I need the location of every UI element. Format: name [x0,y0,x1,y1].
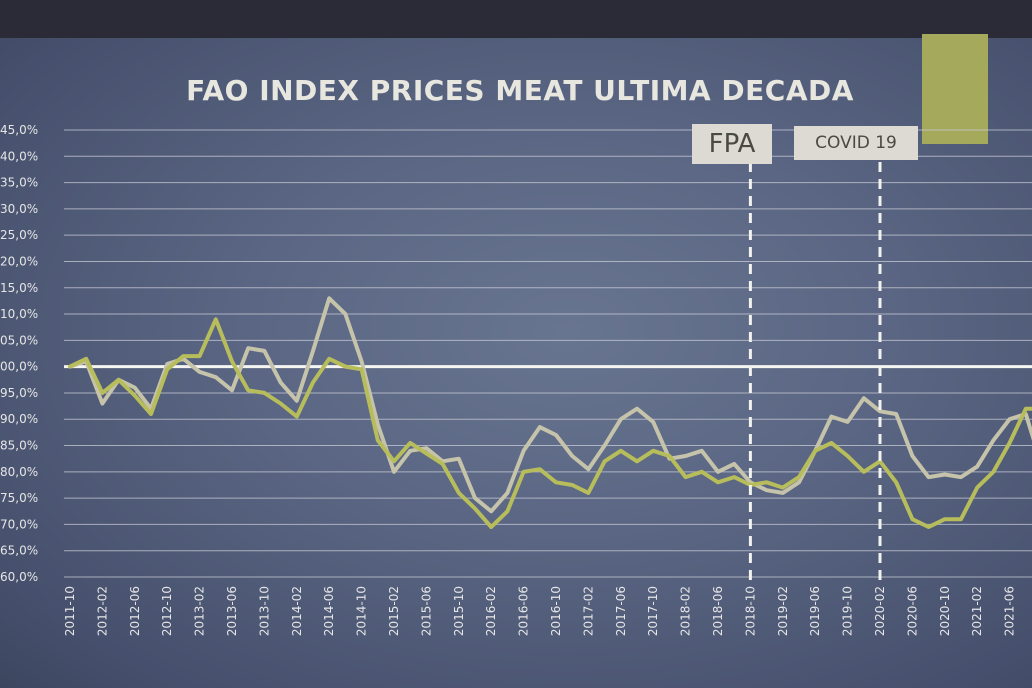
annotation-lines [748,162,882,580]
x-tick-label: 2015-02 [387,586,401,636]
x-tick-label: 2015-10 [452,586,466,636]
x-tick-label: 2021-02 [970,586,984,636]
series-line-2 [68,317,1032,529]
y-tick-label: 40,0% [0,149,38,163]
x-tick-label: 2020-06 [905,586,919,636]
x-tick-label: 2011-10 [63,586,77,636]
y-tick-label: 80,0% [0,465,38,479]
x-tick-label: 2013-02 [193,586,207,636]
decorative-block [922,34,988,144]
x-tick-label: 2020-10 [938,586,952,636]
y-tick-label: 05,0% [0,333,38,347]
x-tick-label: 2014-02 [290,586,304,636]
y-tick-label: 25,0% [0,228,38,242]
x-tick-label: 2013-06 [225,586,239,636]
x-tick-label: 2019-02 [776,586,790,636]
x-tick-label: 2018-10 [743,586,757,636]
covid-annotation-label: COVID 19 [794,126,918,160]
y-tick-label: 60,0% [0,570,38,584]
fpa-annotation-label: FPA [692,124,772,164]
x-tick-label: 2012-10 [160,586,174,636]
y-tick-label: 15,0% [0,281,38,295]
y-tick-label: 95,0% [0,386,38,400]
y-axis-ticks: 45,0% 40,0% 35,0% 30,0% 25,0% 20,0% 15,0% 10,0%… [0,123,38,584]
x-tick-label: 2017-06 [614,586,628,636]
y-tick-label: 00,0% [0,360,38,374]
y-tick-label: 70,0% [0,517,38,531]
gridlines [64,129,1032,578]
x-tick-label: 2018-02 [679,586,693,636]
x-tick-label: 2014-10 [355,586,369,636]
y-tick-label: 90,0% [0,412,38,426]
x-tick-label: 2017-10 [646,586,660,636]
x-tick-label: 2016-02 [484,586,498,636]
y-tick-label: 85,0% [0,439,38,453]
x-tick-label: 2016-06 [517,586,531,636]
x-tick-label: 2021-06 [1003,586,1017,636]
y-tick-label: 30,0% [0,202,38,216]
y-tick-label: 20,0% [0,254,38,268]
y-tick-label: 45,0% [0,123,38,137]
x-tick-label: 2018-06 [711,586,725,636]
y-tick-label: 75,0% [0,491,38,505]
series-line-1 [68,296,1032,514]
x-tick-label: 2017-02 [581,586,595,636]
y-tick-label: 10,0% [0,307,38,321]
y-tick-label: 35,0% [0,176,38,190]
series-lines [68,296,1032,529]
x-tick-label: 2015-06 [419,586,433,636]
y-tick-label: 65,0% [0,544,38,558]
x-tick-label: 2016-10 [549,586,563,636]
x-tick-label: 2012-02 [95,586,109,636]
chart-title: FAO INDEX PRICES MEAT ULTIMA DECADA [186,74,854,107]
x-axis-ticks: 2011-10 2012-02 2012-06 2012-10 2013-02 2013-… [63,586,1017,636]
x-tick-label: 2014-06 [322,586,336,636]
x-tick-label: 2020-02 [873,586,887,636]
x-tick-label: 2019-10 [841,586,855,636]
x-tick-label: 2019-06 [808,586,822,636]
x-tick-label: 2012-06 [128,586,142,636]
x-tick-label: 2013-10 [257,586,271,636]
